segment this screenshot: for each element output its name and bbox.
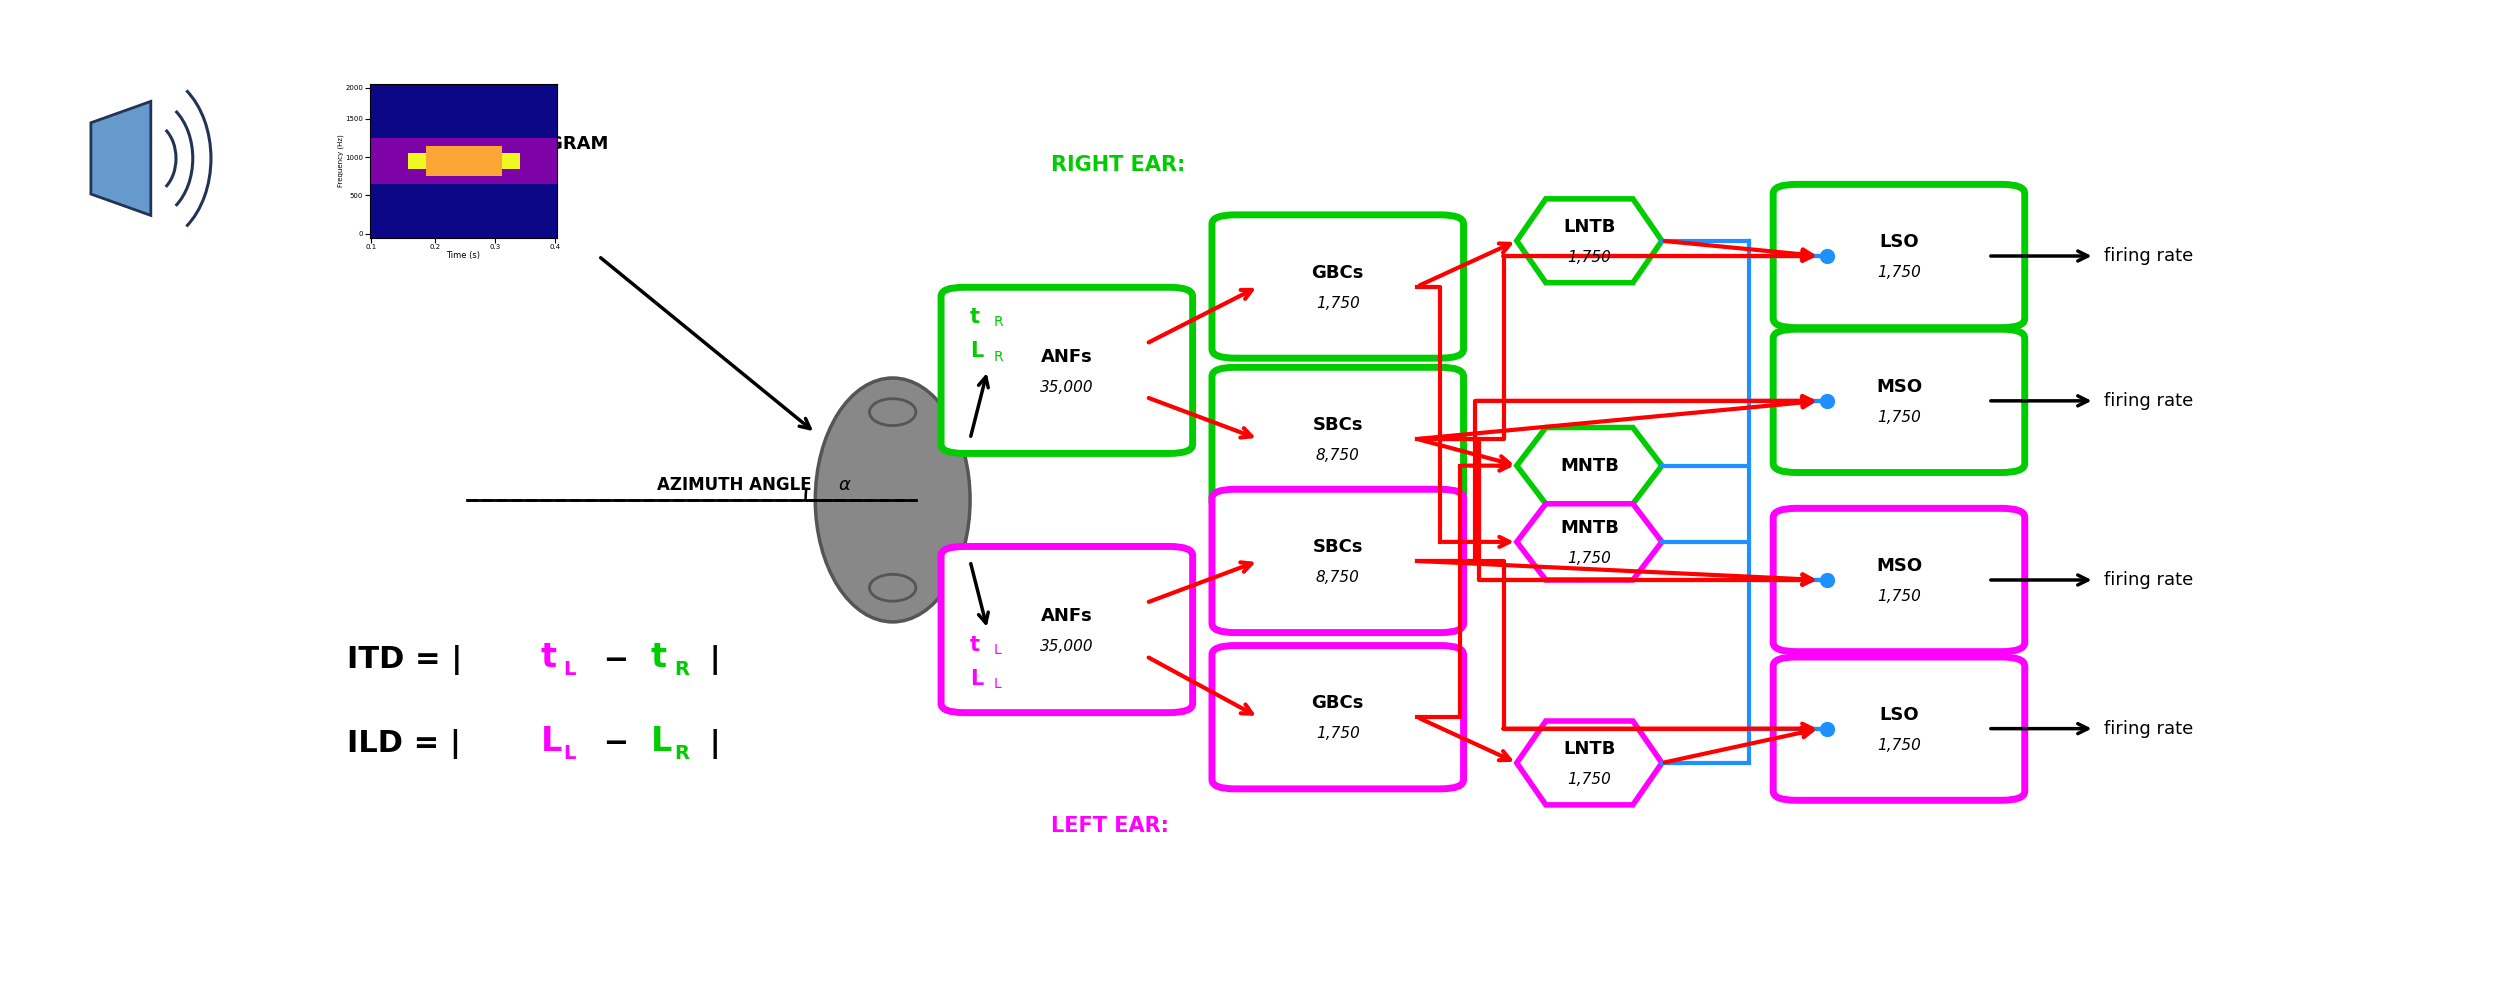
Text: SBCs: SBCs (1313, 416, 1363, 435)
Text: 1,750: 1,750 (1316, 296, 1361, 311)
Text: 8,750: 8,750 (1316, 570, 1361, 585)
Text: firing rate: firing rate (2105, 248, 2192, 265)
Text: LSO: LSO (1880, 234, 1918, 251)
Text: 1,750: 1,750 (1568, 772, 1611, 787)
Ellipse shape (814, 378, 969, 622)
Text: ANFs: ANFs (1041, 607, 1094, 625)
Polygon shape (1516, 504, 1663, 580)
Text: LNTB: LNTB (1563, 741, 1616, 758)
FancyBboxPatch shape (1773, 184, 2025, 328)
Text: 1,750: 1,750 (1878, 410, 1920, 425)
Text: L: L (971, 342, 984, 361)
Text: 35,000: 35,000 (1041, 379, 1094, 395)
FancyBboxPatch shape (1773, 508, 2025, 651)
Text: |: | (699, 729, 722, 759)
Text: R: R (674, 659, 689, 679)
Text: LEFT EAR:: LEFT EAR: (1051, 816, 1169, 837)
Text: ITD = |: ITD = | (347, 645, 462, 675)
Text: L: L (994, 677, 1001, 691)
Ellipse shape (869, 399, 916, 426)
Text: L: L (564, 743, 577, 762)
FancyBboxPatch shape (941, 546, 1194, 713)
Polygon shape (1516, 428, 1663, 504)
FancyBboxPatch shape (1211, 367, 1463, 511)
Ellipse shape (869, 574, 916, 601)
Text: GBCs: GBCs (1311, 263, 1363, 282)
Text: t: t (652, 642, 667, 674)
Text: 1,750: 1,750 (1878, 265, 1920, 280)
Text: MNTB: MNTB (1561, 456, 1618, 474)
Text: SOUND SPECTROGRAM: SOUND SPECTROGRAM (377, 135, 609, 153)
Text: 1,750: 1,750 (1878, 738, 1920, 753)
Text: MSO: MSO (1875, 378, 1923, 396)
Text: −: − (592, 645, 639, 674)
Text: L: L (539, 725, 562, 758)
Text: L: L (564, 659, 577, 679)
Text: L: L (994, 644, 1001, 657)
Text: GBCs: GBCs (1311, 694, 1363, 713)
Text: t: t (971, 635, 981, 654)
Text: AZIMUTH ANGLE: AZIMUTH ANGLE (657, 476, 817, 494)
Text: 1,750: 1,750 (1878, 589, 1920, 604)
FancyBboxPatch shape (1773, 657, 2025, 800)
Text: LNTB: LNTB (1563, 218, 1616, 236)
Text: L: L (971, 669, 984, 689)
Text: 8,750: 8,750 (1316, 448, 1361, 463)
Y-axis label: Frequency (Hz): Frequency (Hz) (337, 135, 345, 187)
Text: MSO: MSO (1875, 557, 1923, 575)
Text: SBCs: SBCs (1313, 539, 1363, 556)
Text: firing rate: firing rate (2105, 392, 2192, 410)
Text: 1,750: 1,750 (1568, 551, 1611, 566)
Text: −: − (592, 730, 639, 758)
Text: t: t (971, 307, 981, 327)
FancyBboxPatch shape (941, 287, 1194, 453)
Text: t: t (539, 642, 557, 674)
Text: α: α (839, 476, 851, 494)
Polygon shape (1516, 199, 1663, 283)
Text: L: L (652, 725, 672, 758)
Text: 35,000: 35,000 (1041, 639, 1094, 653)
Text: ANFs: ANFs (1041, 347, 1094, 365)
Text: LSO: LSO (1880, 706, 1918, 724)
Text: R: R (994, 349, 1004, 363)
Polygon shape (1516, 721, 1663, 805)
Polygon shape (90, 101, 150, 216)
Text: RIGHT EAR:: RIGHT EAR: (1051, 154, 1186, 174)
Text: firing rate: firing rate (2105, 571, 2192, 589)
FancyBboxPatch shape (1773, 330, 2025, 472)
Text: |: | (699, 645, 722, 675)
FancyBboxPatch shape (1211, 645, 1463, 789)
Text: firing rate: firing rate (2105, 720, 2192, 738)
X-axis label: Time (s): Time (s) (447, 251, 479, 260)
Text: R: R (994, 316, 1004, 330)
Text: MNTB: MNTB (1561, 519, 1618, 538)
Text: ILD = |: ILD = | (347, 729, 462, 759)
FancyBboxPatch shape (1211, 489, 1463, 633)
Text: R: R (674, 743, 689, 762)
Text: 1,750: 1,750 (1568, 250, 1611, 265)
Text: 1,750: 1,750 (1316, 727, 1361, 742)
FancyBboxPatch shape (1211, 215, 1463, 358)
